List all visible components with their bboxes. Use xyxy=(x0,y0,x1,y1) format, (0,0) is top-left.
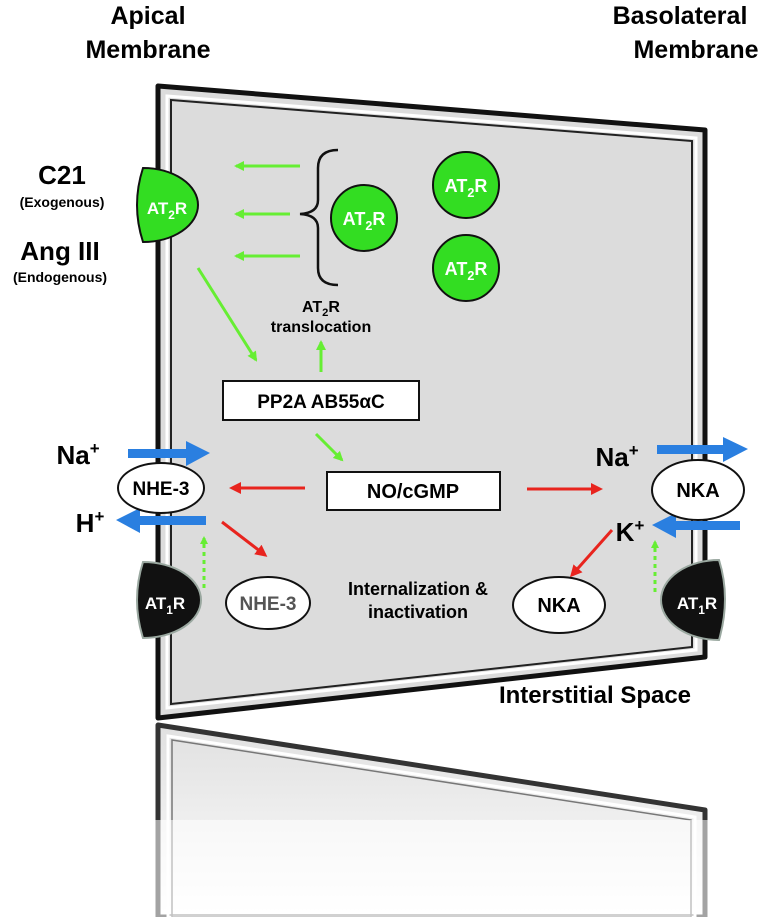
translocation-bracket xyxy=(299,148,339,287)
ang3-label: Ang III xyxy=(20,236,99,266)
basolateral-at1r-receptor: AT1R xyxy=(660,558,726,642)
k-influx-arrow-right xyxy=(652,513,740,538)
translocation-label-line2: translocation xyxy=(271,319,371,336)
na-right-label: Na+ xyxy=(595,441,638,472)
nka-internalized: NKA xyxy=(512,576,606,634)
apical-at2r-label: AT2R xyxy=(147,199,187,222)
translocation-label-line1: AT2R xyxy=(302,299,340,319)
na-influx-arrow-left xyxy=(128,441,210,466)
nhe3-internalization-arrow xyxy=(221,520,268,557)
apical-heading-line2: Membrane xyxy=(85,36,210,64)
internalization-label-line2: inactivation xyxy=(368,602,468,622)
c21-note: (Exogenous) xyxy=(20,194,105,210)
svg-text:AT2R: AT2R xyxy=(343,209,386,233)
basolateral-heading-line1: Basolateral xyxy=(613,2,748,30)
apical-at2r-receptor: AT2R xyxy=(136,166,199,244)
h-left-label: H+ xyxy=(76,507,105,538)
cell-reflection xyxy=(150,722,720,917)
svg-text:AT2R: AT2R xyxy=(445,176,488,200)
c21-label: C21 xyxy=(38,160,86,190)
nka-internalized-label: NKA xyxy=(537,595,580,617)
nhe3-internalized-label: NHE-3 xyxy=(239,594,296,615)
basolateral-heading-line2: Membrane xyxy=(633,36,758,64)
internalization-label-line1: Internalization & xyxy=(348,579,488,599)
basolateral-at1r-label: AT1R xyxy=(677,594,717,617)
k-right-label: K+ xyxy=(616,516,645,547)
apical-heading-line1: Apical xyxy=(110,2,185,30)
nhe3-membrane-label: NHE-3 xyxy=(132,479,189,500)
interstitial-space-label: Interstitial Space xyxy=(499,682,691,709)
h-efflux-arrow-left xyxy=(116,508,206,533)
na-left-label: Na+ xyxy=(56,439,99,470)
nhe3-internalized: NHE-3 xyxy=(225,576,311,630)
apical-at1r-receptor: AT1R xyxy=(136,560,202,640)
nka-internalization-arrow xyxy=(570,529,614,578)
ang3-note: (Endogenous) xyxy=(13,269,107,285)
pp2a-label: PP2A AB55αC xyxy=(257,392,385,413)
receptor-to-pp2a-arrow xyxy=(196,267,258,362)
at2r-vesicle-top-right: AT2R xyxy=(432,151,500,219)
nocgmp-box: NO/cGMP xyxy=(326,471,501,511)
na-efflux-arrow-right xyxy=(657,437,748,462)
pp2a-to-nocgmp-arrow xyxy=(314,432,344,462)
nocgmp-label: NO/cGMP xyxy=(367,481,459,503)
at2r-vesicle-bottom-right: AT2R xyxy=(432,234,500,302)
at2r-vesicle-center: AT2R xyxy=(330,184,398,252)
apical-at1r-label: AT1R xyxy=(145,594,185,617)
nhe3-membrane-transporter: NHE-3 xyxy=(117,462,205,514)
pp2a-box: PP2A AB55αC xyxy=(222,380,420,421)
nka-membrane-label: NKA xyxy=(676,480,719,502)
svg-text:AT2R: AT2R xyxy=(445,259,488,283)
nka-membrane-transporter: NKA xyxy=(651,459,745,521)
